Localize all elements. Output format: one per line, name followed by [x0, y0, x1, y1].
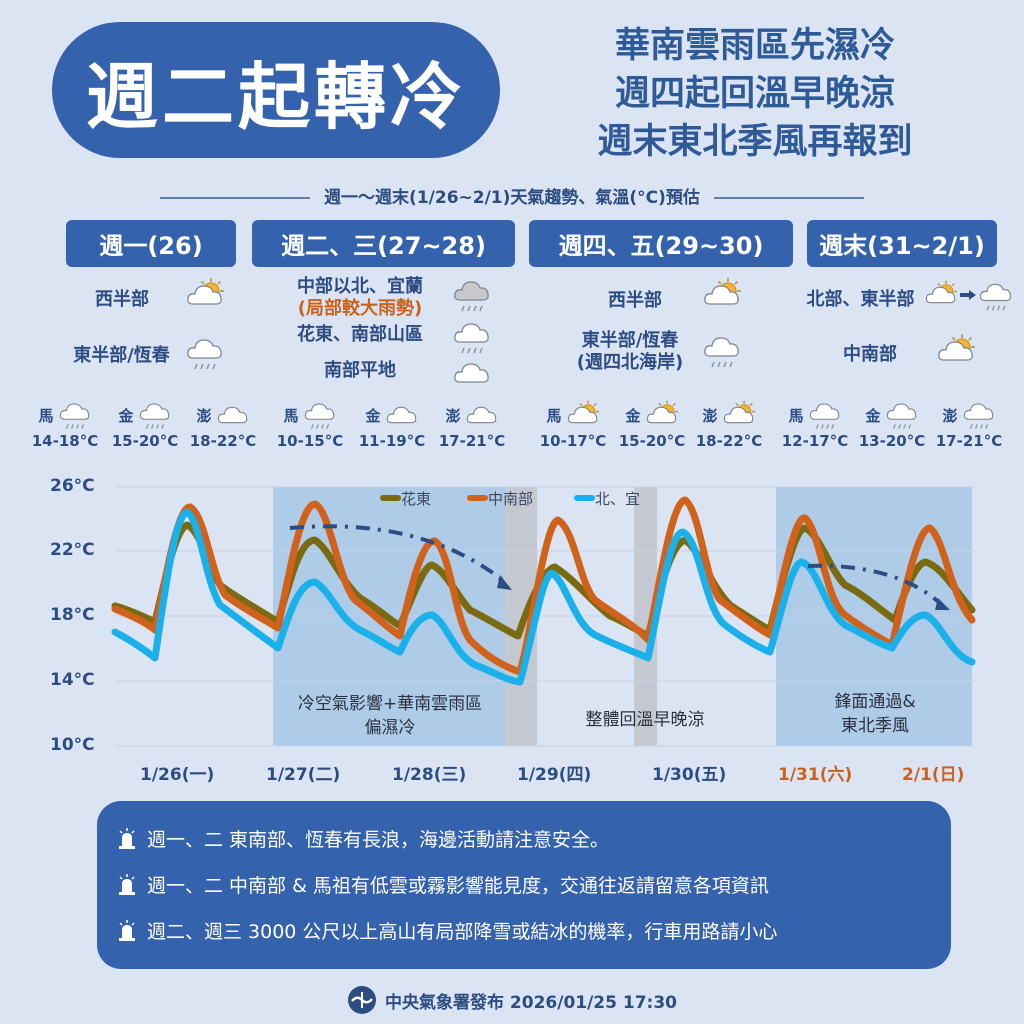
cloud-rain-icon: [454, 323, 489, 354]
cloud-rain-icon: [809, 403, 839, 430]
subtitle-line-3: 週末東北季風再報到: [597, 122, 913, 162]
y-tick: 10°C: [50, 735, 95, 755]
island-penghu: 澎 17-21°C: [934, 400, 1004, 450]
island-kinmen: 金 11-19°C: [357, 400, 427, 451]
annotation-weekend-period: 鋒面通過& 東北季風: [834, 692, 916, 736]
region-label: 花東、南部山區: [297, 324, 423, 345]
y-tick: 18°C: [50, 605, 95, 625]
subtitle-block: 華南雲雨區先濕冷 週四起回溫早晚涼 週末東北季風再報到: [540, 22, 970, 166]
x-label: 1/30(五): [652, 765, 727, 785]
cloud-rain-icon: [304, 403, 334, 430]
region-label: 西半部: [608, 290, 662, 311]
day-header-mon: 週一(26): [66, 220, 236, 267]
cloud-rain-icon: [886, 403, 916, 430]
x-label-weekend: 2/1(日): [902, 765, 965, 785]
partly-cloudy-sun-icon: [938, 334, 975, 361]
headline-title: 週二起轉冷: [85, 54, 466, 139]
cloud-icon: [466, 406, 496, 424]
y-tick: 22°C: [50, 540, 95, 560]
island-matsu: 馬 14-18°C: [30, 400, 100, 450]
trend-arrow-head: [935, 598, 950, 610]
siren-icon: [119, 873, 135, 895]
partly-cloudy-sun-icon: [723, 400, 755, 424]
trend-arrow-midweek: [289, 524, 507, 584]
cloud-icon: [217, 406, 247, 424]
x-label: 1/29(四): [517, 765, 592, 785]
cloud-rain-icon: [187, 339, 222, 370]
annotation-cold-period: 冷空氣影響+華南雲雨區 偏濕冷: [297, 694, 483, 738]
x-label: 1/27(二): [266, 765, 341, 785]
y-tick: 14°C: [50, 670, 95, 690]
cloud-icon: [386, 406, 416, 424]
trend-arrow-weekend: [807, 563, 944, 607]
legend-hualien: 花東: [401, 490, 432, 508]
x-label: 1/26(一): [140, 765, 215, 785]
region-label: 西半部: [95, 289, 149, 310]
cloud-rain-icon: [139, 403, 169, 430]
footer: 中央氣象署發布 2026/01/25 17:30: [0, 985, 1024, 1015]
island-penghu: 澎 17-21°C: [437, 400, 507, 451]
island-penghu: 澎 18-22°C: [188, 400, 258, 451]
island-penghu: 澎 18-22°C: [694, 400, 764, 450]
partly-cloudy-sun-icon: [187, 278, 224, 305]
arrow-right-icon: [960, 290, 976, 300]
island-matsu: 馬 12-17°C: [780, 400, 850, 450]
notice-item: 週一、二 中南部 & 馬祖有低雲或霧影響能見度，交通往返請留意各項資訊: [117, 871, 769, 898]
cloud-rain-icon: [963, 403, 993, 430]
region-label: 東半部/恆春 (週四北海岸): [565, 330, 695, 374]
series-north-yilan-line: [111, 508, 976, 686]
north-coast-note: (週四北海岸): [576, 352, 684, 373]
region-label: 東半部/恆春: [73, 345, 170, 366]
subtitle-line-1: 華南雲雨區先濕冷: [614, 26, 895, 66]
notice-panel: 週一、二 東南部、恆春有長浪，海邊活動請注意安全。 週一、二 中南部 & 馬祖有…: [97, 801, 951, 969]
cloud-rain-icon: [704, 337, 739, 368]
legend-north-yilan: 北、宜: [595, 490, 641, 508]
temperature-chart: [111, 486, 976, 747]
partly-cloudy-sun-icon: [567, 400, 599, 424]
heavy-rain-note: (局部較大雨勢): [297, 298, 423, 319]
day-header-tue-wed: 週二、三(27~28): [252, 220, 515, 267]
period-title: 週一～週末(1/26~2/1)天氣趨勢、氣溫(°C)預估: [0, 183, 1024, 208]
siren-icon: [119, 919, 135, 941]
region-label: 中南部: [843, 344, 897, 365]
region-label: 南部平地: [324, 360, 396, 381]
island-kinmen: 金 15-20°C: [617, 400, 687, 450]
island-kinmen: 金 13-20°C: [857, 400, 927, 450]
cwa-logo-icon: [348, 986, 376, 1014]
trend-arrow-head: [497, 575, 512, 590]
notice-item: 週一、二 東南部、恆春有長浪，海邊活動請注意安全。: [117, 825, 609, 852]
legend-central-south: 中南部: [488, 490, 534, 508]
notice-item: 週二、週三 3000 公尺以上高山有局部降雪或結冰的機率，行車用路請小心: [117, 917, 777, 944]
island-kinmen: 金 15-20°C: [110, 400, 180, 450]
cloud-rain-icon: [979, 283, 1012, 312]
series-central-south-line: [111, 496, 976, 676]
partly-cloudy-sun-icon: [925, 280, 958, 304]
subtitle-line-2: 週四起回溫早晚涼: [614, 74, 895, 114]
siren-icon: [119, 827, 135, 849]
headline-pill: 週二起轉冷: [52, 22, 500, 158]
region-label: 中部以北、宜蘭 (局部較大雨勢): [285, 276, 435, 320]
cloud-icon: [454, 363, 489, 383]
outlying-islands-row: 馬 14-18°C 金 15-20°C 澎 18-22°C 馬 10-15°C 金 11-…: [0, 400, 1024, 456]
partly-cloudy-sun-icon: [646, 400, 678, 424]
cloud-rain-icon: [59, 403, 89, 430]
day-header-thu-fri: 週四、五(29~30): [529, 220, 793, 267]
divider-left: [160, 197, 311, 199]
x-label-weekend: 1/31(六): [778, 765, 853, 785]
day-header-weekend: 週末(31~2/1): [807, 220, 997, 267]
y-tick: 26°C: [50, 476, 95, 496]
partly-cloudy-sun-icon: [704, 278, 741, 305]
island-matsu: 馬 10-17°C: [538, 400, 608, 450]
divider-right: [713, 197, 864, 199]
x-label: 1/28(三): [392, 765, 467, 785]
region-label: 北部、東半部: [806, 289, 915, 310]
dark-cloud-rain-icon: [454, 281, 489, 312]
island-matsu: 馬 10-15°C: [275, 400, 345, 450]
annotation-warm-period: 整體回溫早晚涼: [585, 710, 705, 730]
